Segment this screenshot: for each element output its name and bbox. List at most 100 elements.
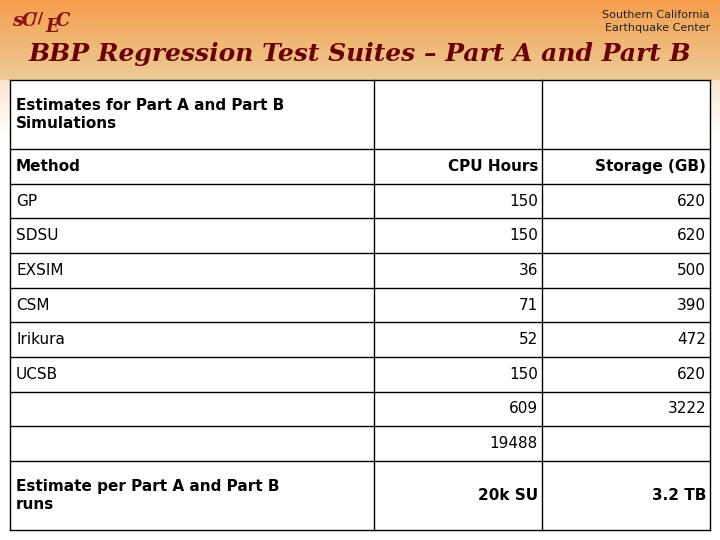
Bar bbox=[0, 32, 720, 34]
Bar bbox=[0, 70, 720, 71]
Bar bbox=[0, 333, 720, 335]
Bar bbox=[0, 538, 720, 540]
Bar bbox=[0, 528, 720, 529]
Bar bbox=[0, 394, 720, 396]
Bar bbox=[0, 290, 720, 292]
Bar bbox=[0, 498, 720, 501]
Text: EXSIM: EXSIM bbox=[16, 263, 63, 278]
Bar bbox=[0, 133, 720, 135]
Bar bbox=[0, 19, 720, 20]
Bar bbox=[0, 220, 720, 221]
Bar bbox=[0, 32, 720, 33]
Bar bbox=[0, 106, 720, 108]
Bar bbox=[0, 11, 720, 12]
Bar bbox=[0, 24, 720, 25]
Bar bbox=[0, 421, 720, 423]
Bar bbox=[0, 351, 720, 353]
Bar bbox=[0, 444, 720, 447]
Bar bbox=[0, 49, 720, 50]
Bar bbox=[0, 12, 720, 15]
Bar bbox=[0, 376, 720, 378]
Bar bbox=[0, 120, 720, 123]
Bar bbox=[0, 231, 720, 232]
Bar bbox=[0, 336, 720, 339]
Bar bbox=[0, 320, 720, 322]
Bar bbox=[0, 88, 720, 90]
Bar bbox=[0, 160, 720, 162]
Bar bbox=[0, 261, 720, 263]
Bar bbox=[0, 227, 720, 228]
Bar bbox=[0, 407, 720, 409]
Bar bbox=[0, 416, 720, 417]
Bar bbox=[0, 471, 720, 474]
Bar bbox=[0, 452, 720, 454]
Bar bbox=[0, 232, 720, 234]
Bar bbox=[0, 3, 720, 4]
Bar bbox=[0, 117, 720, 119]
Bar bbox=[0, 31, 720, 32]
Bar bbox=[0, 123, 720, 124]
Bar bbox=[0, 481, 720, 482]
Bar bbox=[0, 223, 720, 225]
Bar bbox=[0, 144, 720, 146]
Bar bbox=[0, 57, 720, 58]
Bar bbox=[0, 140, 720, 142]
Bar bbox=[0, 61, 720, 63]
Bar bbox=[0, 518, 720, 520]
Bar bbox=[0, 38, 720, 39]
Bar bbox=[0, 187, 720, 189]
Bar bbox=[0, 135, 720, 137]
Bar bbox=[0, 259, 720, 261]
Bar bbox=[0, 448, 720, 450]
Bar bbox=[0, 339, 720, 340]
Bar bbox=[0, 270, 720, 272]
Bar bbox=[0, 43, 720, 45]
Bar bbox=[0, 139, 720, 140]
Bar bbox=[0, 31, 720, 32]
Bar bbox=[0, 177, 720, 178]
Bar bbox=[0, 15, 720, 16]
Bar bbox=[0, 463, 720, 464]
Bar bbox=[0, 281, 720, 282]
Bar bbox=[0, 18, 720, 20]
Bar bbox=[0, 412, 720, 414]
Bar bbox=[0, 4, 720, 5]
Bar bbox=[0, 13, 720, 14]
Bar bbox=[0, 459, 720, 461]
Bar bbox=[0, 258, 720, 259]
Text: 3.2 TB: 3.2 TB bbox=[652, 488, 706, 503]
Bar bbox=[0, 56, 720, 57]
Bar bbox=[0, 479, 720, 481]
Bar bbox=[0, 248, 720, 250]
Bar bbox=[0, 108, 720, 110]
Bar bbox=[0, 216, 720, 218]
Bar bbox=[0, 263, 720, 265]
Bar bbox=[0, 50, 720, 52]
Bar bbox=[0, 312, 720, 313]
Bar bbox=[0, 25, 720, 26]
Text: C: C bbox=[56, 12, 71, 30]
Bar bbox=[0, 252, 720, 254]
Bar bbox=[0, 450, 720, 452]
Bar bbox=[0, 77, 720, 79]
Bar bbox=[0, 83, 720, 85]
Bar bbox=[0, 44, 720, 45]
Bar bbox=[0, 250, 720, 252]
Bar bbox=[0, 477, 720, 479]
Bar bbox=[0, 282, 720, 285]
Bar bbox=[0, 366, 720, 367]
Text: 19488: 19488 bbox=[490, 436, 538, 451]
Text: UCSB: UCSB bbox=[16, 367, 58, 382]
Bar bbox=[0, 482, 720, 484]
Text: Storage (GB): Storage (GB) bbox=[595, 159, 706, 174]
Text: Estimate per Part A and Part B
runs: Estimate per Part A and Part B runs bbox=[16, 478, 279, 512]
Bar bbox=[0, 194, 720, 196]
Text: 472: 472 bbox=[677, 332, 706, 347]
Bar bbox=[0, 26, 720, 27]
Bar bbox=[0, 112, 720, 113]
Bar bbox=[0, 342, 720, 344]
Bar bbox=[0, 68, 720, 69]
Bar bbox=[0, 288, 720, 290]
Bar bbox=[0, 468, 720, 470]
Text: GP: GP bbox=[16, 194, 37, 208]
